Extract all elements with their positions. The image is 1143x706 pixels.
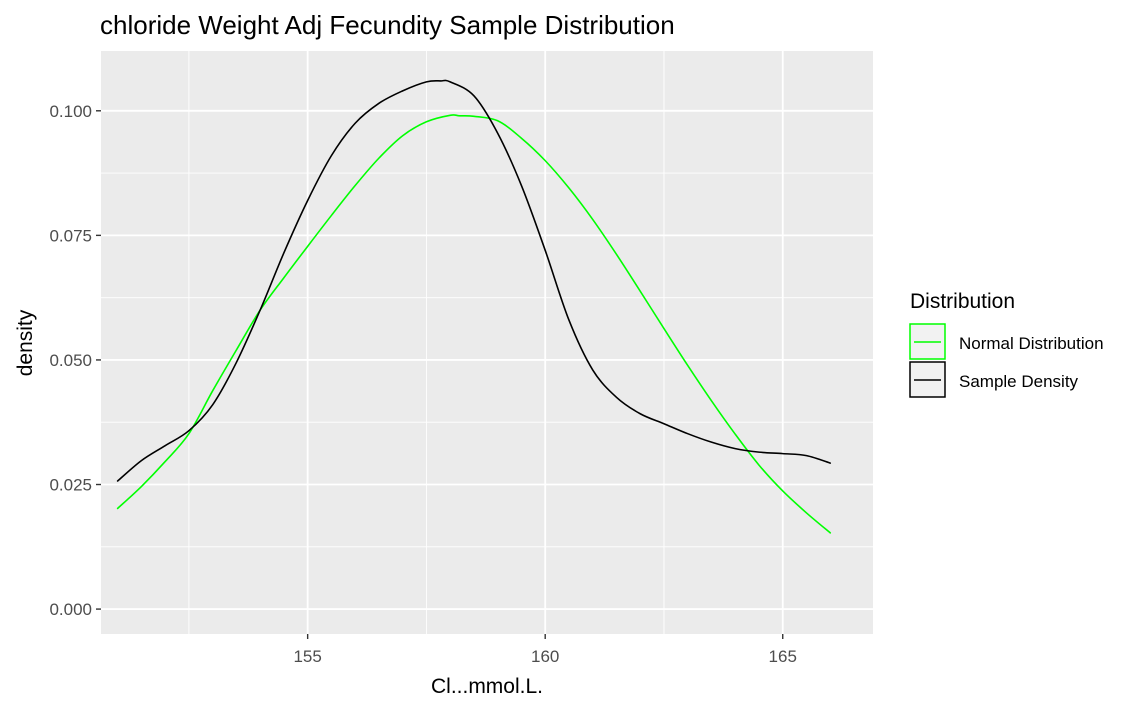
y-tick-label: 0.025 — [49, 476, 92, 495]
normal-distribution-line — [116, 114, 832, 534]
x-axis-ticks: 155 160 165 — [293, 634, 797, 666]
legend-label-sample: Sample Density — [959, 372, 1079, 391]
grid-lines — [101, 51, 873, 634]
legend-item-normal: Normal Distribution — [909, 323, 1104, 360]
legend: Distribution Normal Distribution Sample … — [909, 290, 1104, 398]
y-axis-title: density — [14, 309, 37, 376]
y-tick-label: 0.050 — [49, 351, 92, 370]
legend-item-sample: Sample Density — [909, 361, 1079, 398]
sample-density-line — [116, 79, 832, 482]
y-tick-label: 0.075 — [49, 226, 92, 245]
series-lines — [116, 79, 832, 534]
y-axis-ticks: 0.000 0.025 0.050 0.075 0.100 — [49, 102, 101, 619]
x-tick-label: 155 — [293, 647, 321, 666]
x-tick-label: 165 — [769, 647, 797, 666]
x-axis-title: Cl...mmol.L. — [431, 675, 543, 698]
y-tick-label: 0.000 — [49, 600, 92, 619]
legend-title: Distribution — [910, 290, 1015, 313]
y-tick-label: 0.100 — [49, 102, 92, 121]
legend-label-normal: Normal Distribution — [959, 334, 1104, 353]
x-tick-label: 160 — [531, 647, 559, 666]
chart-title: chloride Weight Adj Fecundity Sample Dis… — [100, 10, 675, 40]
plot-panel — [101, 51, 873, 634]
